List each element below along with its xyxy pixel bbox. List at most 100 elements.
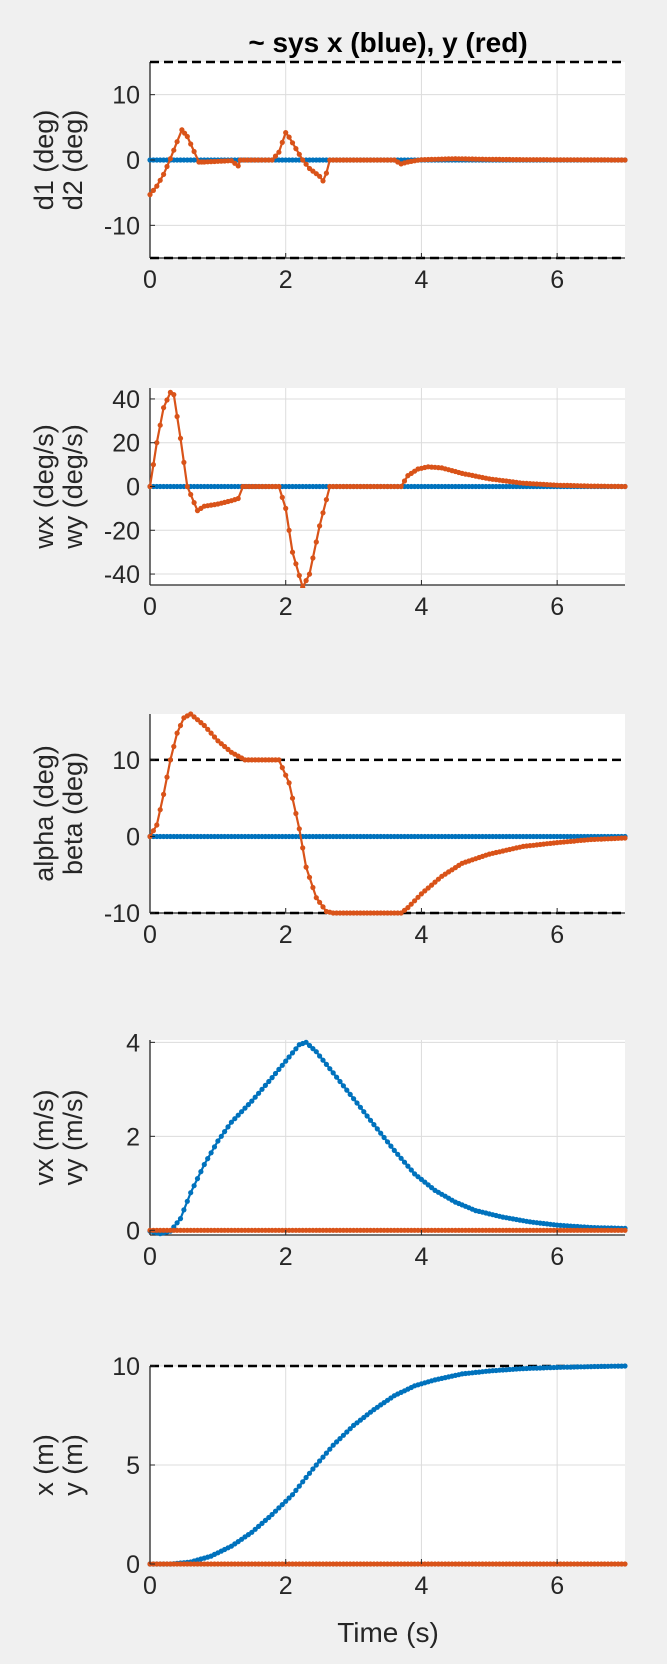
- y-tick-label: 10: [112, 747, 140, 775]
- data-point: [239, 1109, 245, 1115]
- data-point: [242, 1105, 248, 1111]
- data-point: [161, 791, 167, 798]
- data-point: [222, 1129, 228, 1135]
- y-axis-label-2: vy (m/s): [58, 1090, 88, 1186]
- data-point: [215, 1138, 221, 1144]
- x-tick-label: 4: [414, 1243, 428, 1271]
- data-point: [334, 1074, 340, 1080]
- data-point: [276, 757, 282, 763]
- x-tick-label: 0: [143, 1572, 157, 1600]
- data-point: [622, 483, 628, 490]
- data-point: [259, 1086, 265, 1092]
- data-point: [157, 177, 163, 183]
- data-point: [296, 572, 302, 579]
- data-point: [293, 146, 299, 152]
- series-markers-x: [147, 833, 628, 840]
- data-point: [194, 717, 201, 723]
- data-point: [164, 163, 170, 170]
- data-point: [215, 738, 221, 744]
- data-point: [384, 1139, 391, 1145]
- data-point: [283, 772, 289, 778]
- data-point: [320, 178, 326, 184]
- data-point: [378, 1130, 384, 1136]
- x-tick-label: 2: [279, 1572, 293, 1600]
- data-point: [337, 1078, 343, 1085]
- x-tick-label: 2: [279, 921, 293, 949]
- data-point: [157, 422, 163, 428]
- x-tick-label: 4: [414, 266, 428, 294]
- y-tick-label: 0: [126, 1551, 140, 1579]
- data-point: [205, 1156, 211, 1162]
- data-point: [313, 895, 319, 901]
- data-point: [293, 1046, 299, 1052]
- data-point: [171, 392, 177, 398]
- data-point: [344, 1429, 350, 1435]
- data-point: [256, 1090, 262, 1096]
- data-point: [276, 1066, 282, 1072]
- data-point: [422, 888, 428, 894]
- data-point: [269, 1075, 275, 1081]
- y-tick-label: 0: [126, 823, 140, 851]
- data-point: [167, 757, 173, 763]
- series-markers-y: [147, 1227, 628, 1233]
- data-point: [293, 561, 299, 567]
- y-tick-label: 0: [126, 1217, 140, 1245]
- data-point: [347, 1091, 353, 1097]
- data-point: [340, 1083, 346, 1089]
- data-point: [279, 494, 285, 500]
- x-tick-label: 6: [550, 593, 564, 621]
- data-point: [259, 1520, 265, 1526]
- x-tick-label: 0: [143, 921, 157, 949]
- data-point: [232, 1116, 238, 1122]
- data-point: [154, 822, 160, 828]
- data-point: [310, 1466, 316, 1472]
- data-point: [251, 157, 257, 163]
- y-tick-label: -10: [104, 212, 140, 240]
- data-point: [323, 170, 329, 176]
- data-point: [398, 483, 404, 490]
- data-point: [266, 1078, 272, 1085]
- x-tick-label: 6: [550, 1243, 564, 1271]
- data-point: [235, 163, 241, 169]
- data-point: [188, 141, 194, 147]
- data-point: [279, 765, 285, 771]
- data-point: [340, 1432, 346, 1438]
- data-point: [327, 1066, 333, 1072]
- y-tick-label: 0: [126, 147, 140, 175]
- y-tick-label: 40: [112, 386, 140, 414]
- data-point: [415, 894, 421, 900]
- data-point: [258, 157, 265, 163]
- axes-background: [150, 1040, 625, 1235]
- data-point: [184, 133, 190, 140]
- data-point: [171, 147, 177, 153]
- data-point: [174, 1220, 180, 1226]
- data-point: [429, 882, 435, 888]
- data-point: [174, 139, 180, 145]
- data-point: [300, 157, 306, 163]
- y-tick-label: 10: [112, 1353, 140, 1381]
- data-point: [188, 491, 194, 498]
- data-point: [323, 1450, 329, 1456]
- data-point: [198, 720, 204, 726]
- data-point: [327, 1446, 333, 1452]
- data-point: [310, 1046, 316, 1052]
- data-point: [276, 1505, 282, 1511]
- data-point: [262, 1082, 268, 1088]
- series-group: [147, 711, 628, 916]
- series-group: [147, 389, 628, 588]
- data-point: [154, 440, 160, 446]
- y-tick-label: -40: [104, 561, 140, 589]
- data-point: [313, 539, 319, 545]
- series-markers-y: [147, 389, 628, 588]
- data-point: [320, 1057, 326, 1063]
- data-point: [306, 874, 313, 880]
- data-point: [300, 584, 306, 588]
- data-point: [323, 497, 329, 503]
- data-point: [296, 826, 302, 832]
- subplot-5: 0 2 4 6 0 5 10 x (m) y (m): [29, 1353, 628, 1600]
- y-axis-label-2: d2 (deg): [58, 110, 88, 211]
- data-point: [317, 1458, 323, 1464]
- data-point: [161, 171, 167, 177]
- data-point: [330, 1070, 336, 1076]
